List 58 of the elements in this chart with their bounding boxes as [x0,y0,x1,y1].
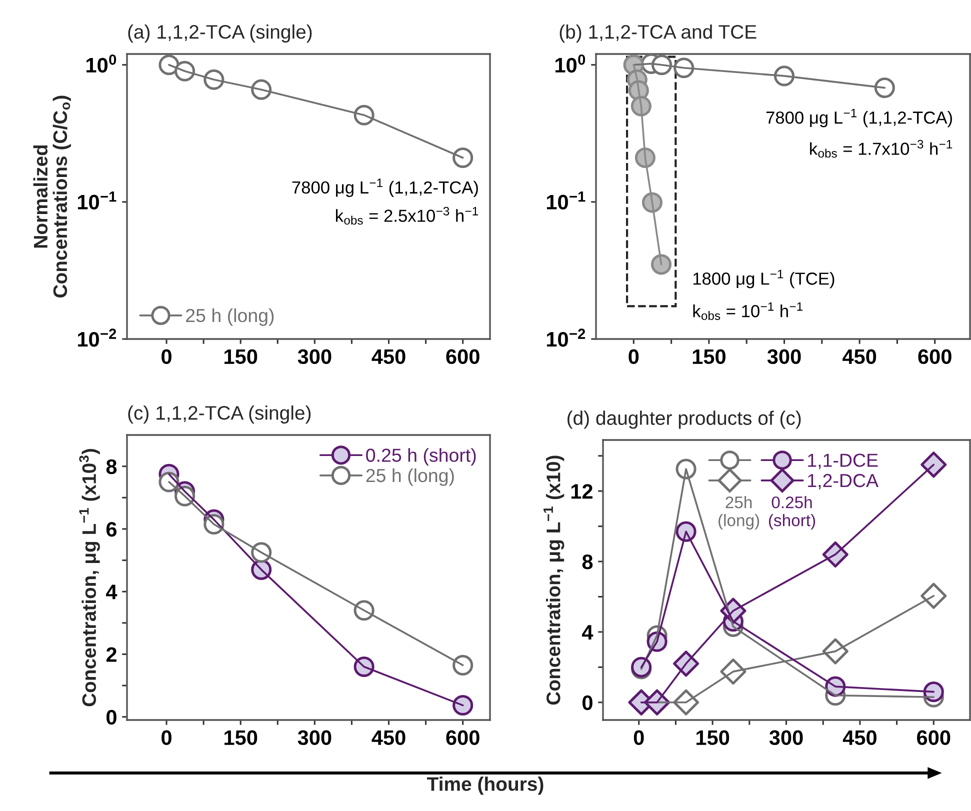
legend-label: 0.25 h (short) [366,448,476,466]
annotation: 7800 μg L$^{−1}$ (1,1,2-TCA) [766,108,952,128]
y-tick-label: 2 [106,647,116,662]
x-tick-label: 600 [446,730,480,746]
y-tick-label: 12 [571,484,592,499]
legend-label: 25 h (long) [186,308,274,326]
x-tick-label: 0 [162,349,172,364]
chart-title: (c) 1,1,2-TCA (single) [128,405,311,424]
annotation: 7800 μg L$^{−1}$ (1,1,2-TCA) [292,178,478,198]
y-axis-title: Concentration, μg L$^{−1}$ (x10) [544,456,564,705]
x-tick-label: 300 [767,349,801,364]
y-tick-label: 10$^{0}$ [556,54,586,73]
annotation: k$_{obs}$ = 10$^{−1}$ h$^{−1}$ [693,302,802,320]
chart-title: (a) 1,1,2-TCA (single) [128,24,312,43]
y-tick-label: 8 [106,459,117,474]
y-tick-label: 10$^{−1}$ [78,192,116,210]
x-tick-label: 0 [162,730,172,746]
x-tick-label: 300 [298,349,332,364]
annotation: k$_{obs}$ = 2.5x10$^{−3}$ h$^{−1}$ [336,206,478,225]
x-tick-label: 450 [842,349,876,364]
point [920,582,947,609]
chart-title: (b) 1,1,2-TCA and TCE [560,24,756,43]
y-tick-label: 0 [582,695,592,710]
annotation: 1800 μg L$^{−1}$ (TCE) [693,270,834,288]
x-tick-label: 300 [298,730,332,746]
y-tick-label: 6 [106,522,117,537]
annotation: 0.25h (short) [768,496,816,530]
x-tick-label: 150 [224,349,258,364]
y-tick-label: 4 [106,584,118,600]
legend-label: 25 h (long) [366,468,454,486]
annotation: k$_{obs}$ = 1.7x10$^{−3}$ h$^{−1}$ [810,140,952,158]
legend-label: 1,2-DCA [808,474,878,490]
x-tick-label: 600 [446,349,480,364]
x-tick-label: 0 [634,730,644,746]
x-tick-label: 450 [372,349,406,364]
x-tick-label: 450 [842,730,876,746]
y-tick-label: 10$^{−1}$ [546,192,586,210]
y-tick-label: 0 [106,710,116,725]
y-tick-label: 10$^{−2}$ [546,328,586,347]
y-axis-title: Normalized Concentrations (C/C$_{o}$) [33,96,71,298]
y-tick-label: 4 [582,625,594,640]
x-tick-label: 150 [692,349,726,364]
y-tick-label: 8 [582,554,593,570]
x-axis-title: Time (hours) [427,776,544,795]
y-tick-label: 10$^{0}$ [86,54,116,73]
x-tick-label: 300 [769,730,803,746]
chart-title: (d) daughter products of (c) [568,410,801,429]
x-tick-label: 450 [372,730,406,746]
x-tick-label: 600 [917,730,950,746]
legend-label: 1,1-DCE [808,454,878,470]
y-tick-label: 10$^{−2}$ [78,328,116,347]
x-tick-label: 150 [224,730,258,746]
x-tick-label: 600 [918,349,952,364]
y-axis-title: Concentration, μg L$^{−1}$ (x10$^{3}$) [79,449,100,706]
x-tick-label: 150 [696,730,730,746]
point [920,452,947,478]
annotation: 25h (long) [718,496,760,530]
x-tick-label: 0 [628,349,639,364]
